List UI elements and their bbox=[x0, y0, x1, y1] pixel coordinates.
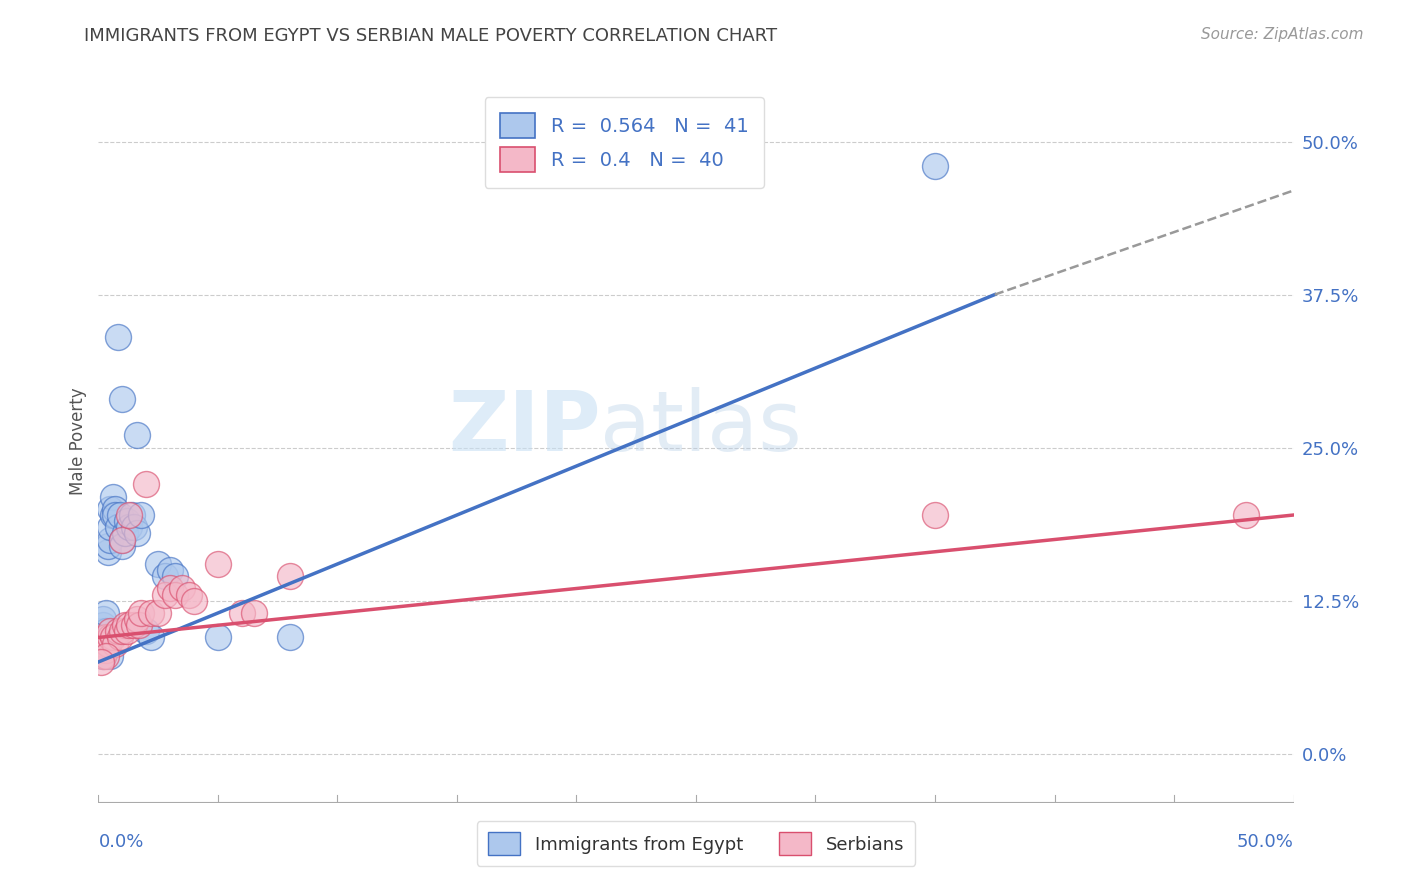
Point bbox=[94, 648, 117, 663]
Point bbox=[90, 637, 112, 651]
Point bbox=[91, 637, 114, 651]
Point bbox=[924, 508, 946, 522]
Point bbox=[148, 557, 170, 571]
Point bbox=[155, 569, 177, 583]
Point bbox=[114, 618, 136, 632]
Point bbox=[125, 526, 148, 541]
Point bbox=[183, 593, 205, 607]
Point bbox=[98, 624, 122, 639]
Y-axis label: Male Poverty: Male Poverty bbox=[69, 388, 87, 495]
Point bbox=[91, 648, 114, 663]
Point bbox=[159, 582, 181, 596]
Text: IMMIGRANTS FROM EGYPT VS SERBIAN MALE POVERTY CORRELATION CHART: IMMIGRANTS FROM EGYPT VS SERBIAN MALE PO… bbox=[84, 27, 778, 45]
Point bbox=[104, 502, 127, 516]
Point bbox=[1234, 508, 1257, 522]
Point bbox=[135, 477, 157, 491]
Point bbox=[125, 612, 148, 626]
Point bbox=[90, 642, 112, 657]
Point bbox=[104, 637, 127, 651]
Point bbox=[118, 508, 141, 522]
Point bbox=[231, 606, 253, 620]
Point bbox=[108, 508, 131, 522]
Text: 50.0%: 50.0% bbox=[1237, 833, 1294, 852]
Point bbox=[98, 631, 122, 645]
Point bbox=[98, 520, 122, 534]
Point bbox=[278, 569, 301, 583]
Point bbox=[207, 557, 229, 571]
Point bbox=[125, 428, 148, 442]
Point bbox=[114, 526, 136, 541]
Point bbox=[124, 520, 146, 534]
Point bbox=[163, 588, 186, 602]
Point bbox=[128, 618, 150, 632]
Point bbox=[131, 508, 153, 522]
Point bbox=[111, 392, 134, 406]
Point bbox=[94, 642, 117, 657]
Point bbox=[207, 631, 229, 645]
Point bbox=[148, 606, 170, 620]
Point bbox=[91, 618, 114, 632]
Point bbox=[98, 648, 122, 663]
Point bbox=[94, 637, 117, 651]
Point bbox=[90, 631, 112, 645]
Point bbox=[91, 612, 114, 626]
Point bbox=[163, 569, 186, 583]
Point bbox=[172, 582, 194, 596]
Point bbox=[121, 508, 143, 522]
Point bbox=[131, 606, 153, 620]
Point bbox=[111, 533, 134, 547]
Point bbox=[90, 655, 112, 669]
Legend: Immigrants from Egypt, Serbians: Immigrants from Egypt, Serbians bbox=[477, 822, 915, 866]
Point bbox=[924, 159, 946, 173]
Point bbox=[104, 508, 127, 522]
Point bbox=[139, 631, 162, 645]
Point bbox=[97, 637, 120, 651]
Point bbox=[101, 508, 124, 522]
Point bbox=[155, 588, 177, 602]
Point bbox=[118, 520, 141, 534]
Point bbox=[159, 563, 181, 577]
Point bbox=[101, 631, 124, 645]
Point bbox=[139, 606, 162, 620]
Point bbox=[94, 606, 117, 620]
Point bbox=[111, 624, 134, 639]
Point bbox=[118, 618, 141, 632]
Text: Source: ZipAtlas.com: Source: ZipAtlas.com bbox=[1201, 27, 1364, 42]
Point bbox=[115, 624, 138, 639]
Point bbox=[107, 330, 129, 344]
Point bbox=[108, 631, 131, 645]
Point bbox=[111, 533, 134, 547]
Text: atlas: atlas bbox=[600, 386, 801, 467]
Point bbox=[243, 606, 266, 620]
Text: ZIP: ZIP bbox=[449, 386, 600, 467]
Point bbox=[91, 648, 114, 663]
Point bbox=[94, 624, 117, 639]
Point bbox=[278, 631, 301, 645]
Point bbox=[101, 490, 124, 504]
Point bbox=[135, 624, 157, 639]
Point bbox=[90, 624, 112, 639]
Point bbox=[115, 514, 138, 528]
Point bbox=[94, 631, 117, 645]
Point bbox=[107, 520, 129, 534]
Point bbox=[124, 618, 146, 632]
Point bbox=[179, 588, 201, 602]
Point bbox=[107, 624, 129, 639]
Point bbox=[97, 539, 120, 553]
Point bbox=[111, 539, 134, 553]
Point bbox=[98, 502, 122, 516]
Point bbox=[98, 533, 122, 547]
Text: 0.0%: 0.0% bbox=[98, 833, 143, 852]
Point bbox=[97, 545, 120, 559]
